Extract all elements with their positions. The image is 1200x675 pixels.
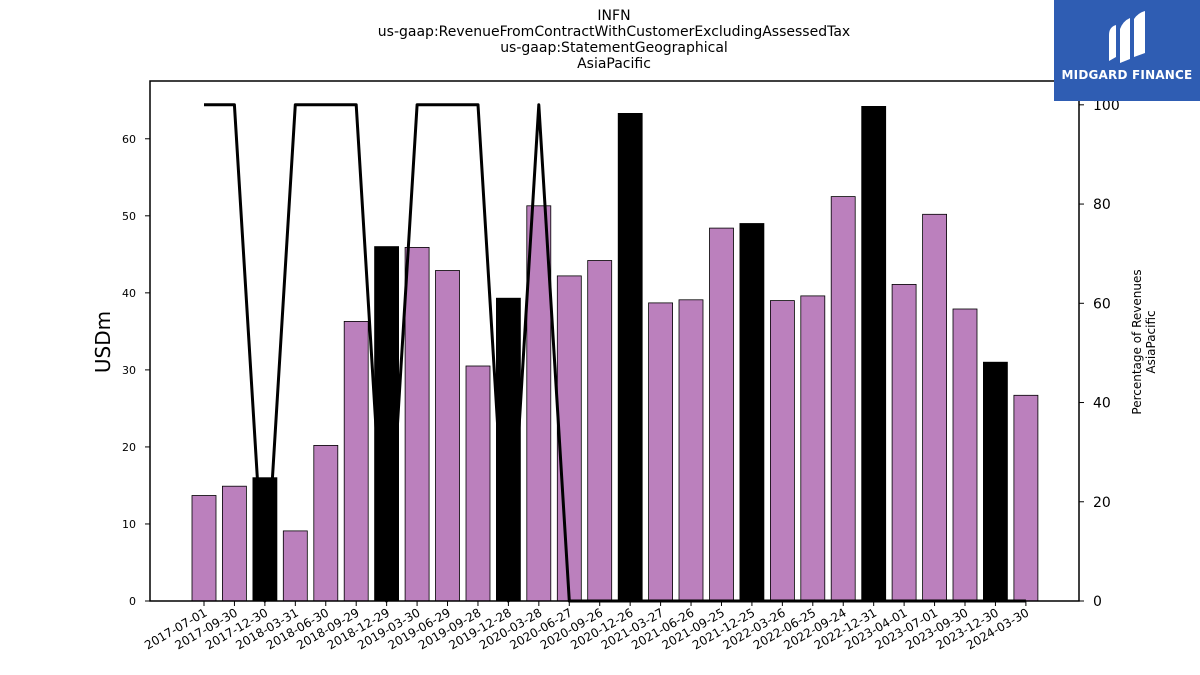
title-line-1: INFN xyxy=(597,8,630,24)
chart-title: INFN us-gaap:RevenueFromContractWithCust… xyxy=(378,8,850,72)
bar-2024-03-30 xyxy=(1013,394,1039,602)
bar-2018-06-30 xyxy=(313,444,339,602)
y-tick-label: 10 xyxy=(122,518,136,531)
y-tick-label: 40 xyxy=(122,287,136,300)
bar-2018-12-29 xyxy=(374,246,400,602)
y2-tick-label: 80 xyxy=(1093,197,1111,213)
bar-2019-06-29 xyxy=(435,270,460,602)
bar-2017-07-01 xyxy=(191,495,217,602)
bar-2019-03-30 xyxy=(404,246,430,602)
logo-text: MIDGARD FINANCE xyxy=(1061,68,1193,82)
bar-2023-09-30 xyxy=(952,308,978,602)
y2-axis-label-line-2: AsiaPacific xyxy=(1144,310,1158,373)
bar-2023-12-30 xyxy=(983,361,1008,602)
bar-2021-09-25 xyxy=(709,227,734,602)
y-tick-label: 30 xyxy=(122,364,136,377)
x-axis: 2017-07-012017-09-302017-12-302018-03-31… xyxy=(142,601,1031,652)
y2-tick-label: 60 xyxy=(1093,296,1111,312)
bar-2022-09-24 xyxy=(830,196,856,602)
bar-2018-09-29 xyxy=(343,320,369,602)
y2-tick-label: 100 xyxy=(1093,98,1120,114)
bar-2023-07-01 xyxy=(922,213,947,602)
y-tick-label: 60 xyxy=(122,133,136,146)
bar-2018-03-31 xyxy=(282,530,308,602)
y-axis-left: 0 10 20 30 40 50 60 xyxy=(122,133,150,608)
y-tick-label: 0 xyxy=(129,595,136,608)
y-axis-label: USDm xyxy=(91,311,115,373)
bar-2022-12-31 xyxy=(861,106,887,602)
logo-mark-icon xyxy=(1109,11,1145,63)
brand-logo: MIDGARD FINANCE xyxy=(1054,0,1200,101)
bar-2022-03-26 xyxy=(770,300,795,602)
y-axis-right: 0 20 40 60 80 100 xyxy=(1079,98,1120,610)
bar-2017-09-30 xyxy=(221,485,247,602)
y2-tick-label: 0 xyxy=(1093,594,1102,610)
plot-frame xyxy=(149,80,1080,602)
bar-2021-06-26 xyxy=(678,299,704,602)
y-tick-label: 20 xyxy=(122,441,136,454)
y2-tick-label: 20 xyxy=(1093,495,1111,511)
bar-2021-12-25 xyxy=(739,223,765,602)
bar-series xyxy=(191,106,1039,602)
bar-2020-12-26 xyxy=(617,113,643,602)
y2-tick-label: 40 xyxy=(1093,396,1111,412)
title-line-3: us-gaap:StatementGeographical xyxy=(500,40,728,56)
title-line-4: AsiaPacific xyxy=(577,56,651,72)
bar-2020-09-26 xyxy=(587,260,613,602)
y2-axis-label-line-1: Percentage of Revenues xyxy=(1130,269,1144,414)
bar-2020-03-28 xyxy=(526,205,552,602)
title-line-2: us-gaap:RevenueFromContractWithCustomerE… xyxy=(378,24,850,40)
bar-2020-06-27 xyxy=(556,275,582,602)
y-tick-label: 50 xyxy=(122,210,136,223)
bar-2022-06-25 xyxy=(800,295,826,602)
bar-2023-04-01 xyxy=(891,283,917,602)
bar-2021-03-27 xyxy=(648,302,673,602)
bar-2019-09-28 xyxy=(465,365,491,602)
